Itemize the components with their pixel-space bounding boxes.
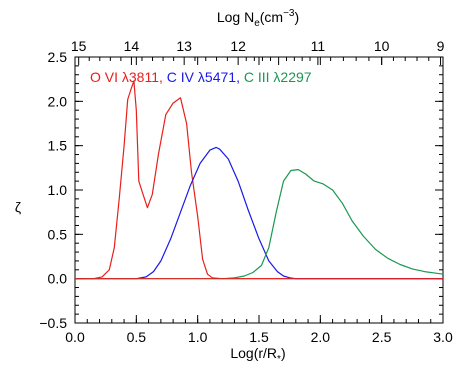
legend-entry-o-vi: O VI λ3811	[90, 69, 159, 85]
series-line-c-iii	[75, 169, 444, 280]
series-line-c-iv	[75, 146, 443, 280]
series-group	[75, 80, 444, 280]
series-line-o-vi	[75, 80, 443, 280]
y-tick-label: −0.5	[39, 315, 67, 331]
legend-entry-c-iv: C IV λ5471	[167, 69, 236, 85]
top-tick-label: 9	[437, 38, 445, 54]
x-tick-label: 2.0	[311, 329, 331, 345]
x-tick-label: 0.5	[127, 329, 147, 345]
y-tick-label: 1.0	[48, 182, 68, 198]
x-tick-label: 1.0	[188, 329, 208, 345]
x-tick-label: 0.0	[65, 329, 85, 345]
y-tick-label: 1.5	[48, 138, 68, 154]
y-tick-label: 0.0	[48, 271, 68, 287]
x-axis-title: Log(r/R*)	[230, 345, 285, 365]
legend-sep-2: ,	[236, 69, 244, 85]
top-tick-label: 14	[124, 38, 140, 54]
legend-entry-c-iii: C III λ2297	[244, 69, 312, 85]
x-tick-label: 1.5	[249, 329, 269, 345]
y-tick-label: 2.5	[48, 49, 68, 65]
legend: O VI λ3811, C IV λ5471, C III λ2297	[90, 69, 312, 85]
top-tick-label: 11	[311, 38, 326, 54]
x-tick-label: 3.0	[433, 329, 453, 345]
tick-labels: 0.0 0.5 1.0 1.5 2.0 2.5 3.0−0.50.00.51.01.52.0…	[39, 38, 453, 345]
x-tick-label: 2.5	[372, 329, 392, 345]
top-tick-label: 12	[230, 38, 246, 54]
top-axis-title: Log Ne(cm−3)	[217, 8, 299, 29]
y-axis-title: ζ	[15, 199, 21, 215]
tick-marks	[74, 56, 444, 324]
top-tick-label: 13	[176, 38, 192, 54]
y-tick-label: 0.5	[48, 226, 68, 242]
top-tick-label: 15	[71, 38, 87, 54]
top-tick-label: 10	[374, 38, 390, 54]
plot-frame	[74, 56, 444, 324]
y-tick-label: 2.0	[48, 93, 68, 109]
legend-sep: ,	[159, 69, 167, 85]
